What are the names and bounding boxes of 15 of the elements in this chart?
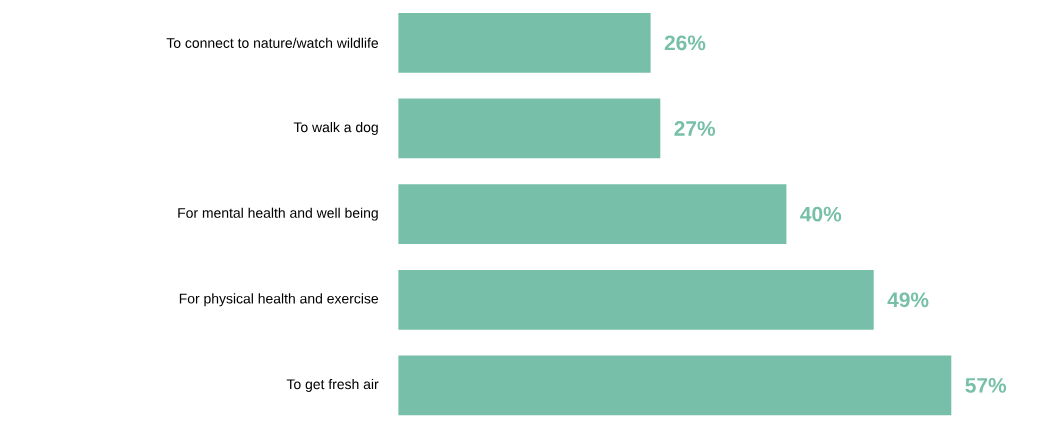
bar [398,184,787,244]
bar [398,269,874,330]
y-tick-label: To walk a dog [293,121,378,135]
y-tick-label: For physical health and exercise [179,293,379,307]
bar [398,98,661,159]
y-tick-label: To connect to nature/watch wildlife [166,37,379,48]
data-label: 26% [664,35,706,51]
data-label: 27% [674,120,716,136]
data-label: 57% [965,377,1007,393]
y-tick-label: To get fresh air [286,378,379,392]
data-label: 40% [800,206,842,222]
data-label: 49% [887,292,929,308]
bar [398,355,952,416]
y-tick-label: For mental health and well being [178,207,378,221]
bar [398,12,651,73]
